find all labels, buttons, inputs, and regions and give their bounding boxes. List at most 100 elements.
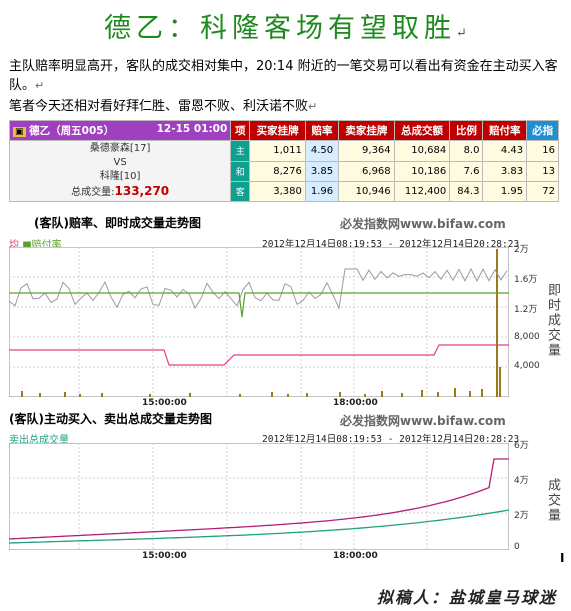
total-cell: 10,684	[393, 140, 451, 162]
total-value: 133,270	[114, 184, 170, 199]
volume-bar	[101, 393, 103, 397]
row-label: 主	[230, 140, 251, 162]
chart2-plot	[9, 443, 509, 550]
vs-label: VS	[113, 157, 127, 169]
ratio-cell: 8.0	[449, 140, 484, 162]
chart1-payout-line	[9, 292, 509, 318]
volume-bar	[287, 394, 289, 397]
sell-cell: 10,946	[338, 180, 395, 203]
volume-bar	[437, 392, 439, 397]
volume-bar	[64, 392, 66, 397]
volume-bar	[481, 389, 483, 397]
chart1-ylabel: 即时成交量	[545, 283, 560, 358]
page-title: 德乙：科隆客场有望取胜↵	[0, 6, 571, 45]
payout-cell: 3.83	[482, 160, 528, 182]
chart2-xtick: 15:00:00	[142, 551, 187, 561]
betting-table: ▣ 德乙（周五005） 12-15 01:00 项 买家挂牌 赔率 卖家挂牌 总…	[8, 119, 559, 203]
volume-bar	[496, 249, 498, 397]
match-header: ▣ 德乙（周五005） 12-15 01:00	[8, 119, 232, 142]
author-footer: 拟稿人：盐城皇马球迷	[376, 588, 557, 607]
paragraph-mark-icon: ↵	[35, 79, 45, 92]
chart2-xtick: 18:00:00	[333, 551, 378, 561]
odds-cell: 1.96	[304, 180, 340, 203]
match-title: 德乙（周五005）	[29, 125, 115, 138]
chart1-ytick: 4,000	[514, 361, 540, 371]
col-item: 项	[230, 119, 251, 142]
chart2-ytick: 0	[514, 542, 520, 552]
chart1-grid	[9, 247, 509, 397]
row-label: 和	[230, 160, 251, 182]
total-cell: 112,400	[393, 180, 451, 203]
chart1-plot	[9, 247, 509, 397]
chart2-buy-line	[9, 458, 509, 540]
chart1-avg-line	[9, 344, 509, 366]
col-sell: 卖家挂牌	[338, 119, 395, 142]
volume-bar	[454, 388, 456, 397]
flag-icon: ▣	[13, 127, 26, 138]
total-label: 总成交量:	[71, 187, 115, 199]
bz-cell: 16	[526, 140, 559, 162]
chart2-ytick: 4万	[514, 476, 529, 486]
teams-cell: 桑德豪森[17] VS 科隆[10] 总成交量:133,270	[8, 140, 232, 202]
col-payout: 赔付率	[482, 119, 528, 142]
row-label: 客	[230, 180, 251, 203]
paragraph-1-text: 主队赔率明显高开，客队的成交相对集中，20:14 附近的一笔交易可以看出有资金在…	[9, 59, 558, 93]
legend-payout: 赔付率	[31, 240, 62, 251]
chart2-timestamp: 2012年12月14日08:19:53 - 2012年12月14日20:28:2…	[262, 434, 520, 445]
chart1-timestamp: 2012年12月14日08:19:53 - 2012年12月14日20:28:2…	[262, 239, 520, 250]
volume-bar	[239, 394, 241, 397]
ratio-cell: 7.6	[449, 160, 484, 182]
volume-bar	[189, 393, 191, 397]
buy-cell: 3,380	[249, 180, 306, 203]
odds-cell: 3.85	[304, 160, 340, 182]
chart1-ytick: 1.6万	[514, 275, 538, 285]
buy-cell: 8,276	[249, 160, 306, 182]
volume-bar	[149, 394, 151, 397]
volume-bar	[39, 393, 41, 397]
chart1-odds-line	[9, 267, 508, 310]
col-bz: 必指	[526, 119, 559, 142]
sell-cell: 6,968	[338, 160, 395, 182]
chart1-site: 必发指数网www.bifaw.com	[340, 217, 506, 231]
volume-bar	[364, 394, 366, 397]
chart2-grid	[9, 443, 509, 550]
volume-bar	[79, 394, 81, 397]
title-text: 德乙：科隆客场有望取胜	[104, 13, 457, 44]
odds-cell: 4.50	[304, 140, 340, 162]
chart1-title: (客队)赔率、即时成交量走势图	[34, 216, 201, 230]
table-row: 桑德豪森[17] VS 科隆[10] 总成交量:133,270 主 1,011 …	[8, 140, 559, 202]
sell-cell: 9,364	[338, 140, 395, 162]
volume-bar	[339, 392, 341, 397]
payout-cell: 1.95	[482, 180, 528, 203]
chart2-frame	[9, 443, 509, 550]
volume-bar	[401, 393, 403, 397]
table-row: 客 3,380 1.96 10,946 112,400 84.3 1.95 72	[10, 180, 559, 203]
chart2-ytick: 2万	[514, 511, 529, 521]
volume-bar	[499, 367, 501, 397]
paragraph-mark-icon: ↵	[456, 26, 467, 41]
payout-cell: 4.43	[482, 140, 528, 162]
chart1-legend: 均 ■赔付率	[9, 236, 62, 251]
col-ratio: 比例	[449, 119, 484, 142]
chart1-ytick: 2万	[514, 245, 529, 255]
table-header-row: ▣ 德乙（周五005） 12-15 01:00 项 买家挂牌 赔率 卖家挂牌 总…	[8, 119, 559, 142]
away-team: 科隆[10]	[99, 171, 141, 183]
chart2-ytick: 6万	[514, 441, 529, 451]
paragraph-1: 主队赔率明显高开，客队的成交相对集中，20:14 附近的一笔交易可以看出有资金在…	[9, 57, 565, 95]
legend-avg: 均	[9, 240, 19, 251]
chart1-volume-bars	[21, 249, 501, 397]
paragraph-2-text: 笔者今天还相对看好拜仁胜、雷恩不败、利沃诺不败	[9, 99, 309, 114]
volume-bar	[306, 393, 308, 397]
col-odds: 赔率	[304, 119, 340, 142]
chart1-xtick: 15:00:00	[142, 398, 187, 408]
chart2-ylabel: 成交量	[545, 478, 560, 523]
col-buy: 买家挂牌	[249, 119, 306, 142]
bz-cell: 72	[526, 180, 559, 203]
chart1-ytick: 1.2万	[514, 305, 538, 315]
volume-bar	[271, 392, 273, 397]
col-total: 总成交额	[393, 119, 451, 142]
chart2-site: 必发指数网www.bifaw.com	[340, 414, 506, 428]
text-cursor-icon: I	[560, 551, 565, 565]
volume-bar	[381, 391, 383, 397]
chart1-xtick: 18:00:00	[333, 398, 378, 408]
